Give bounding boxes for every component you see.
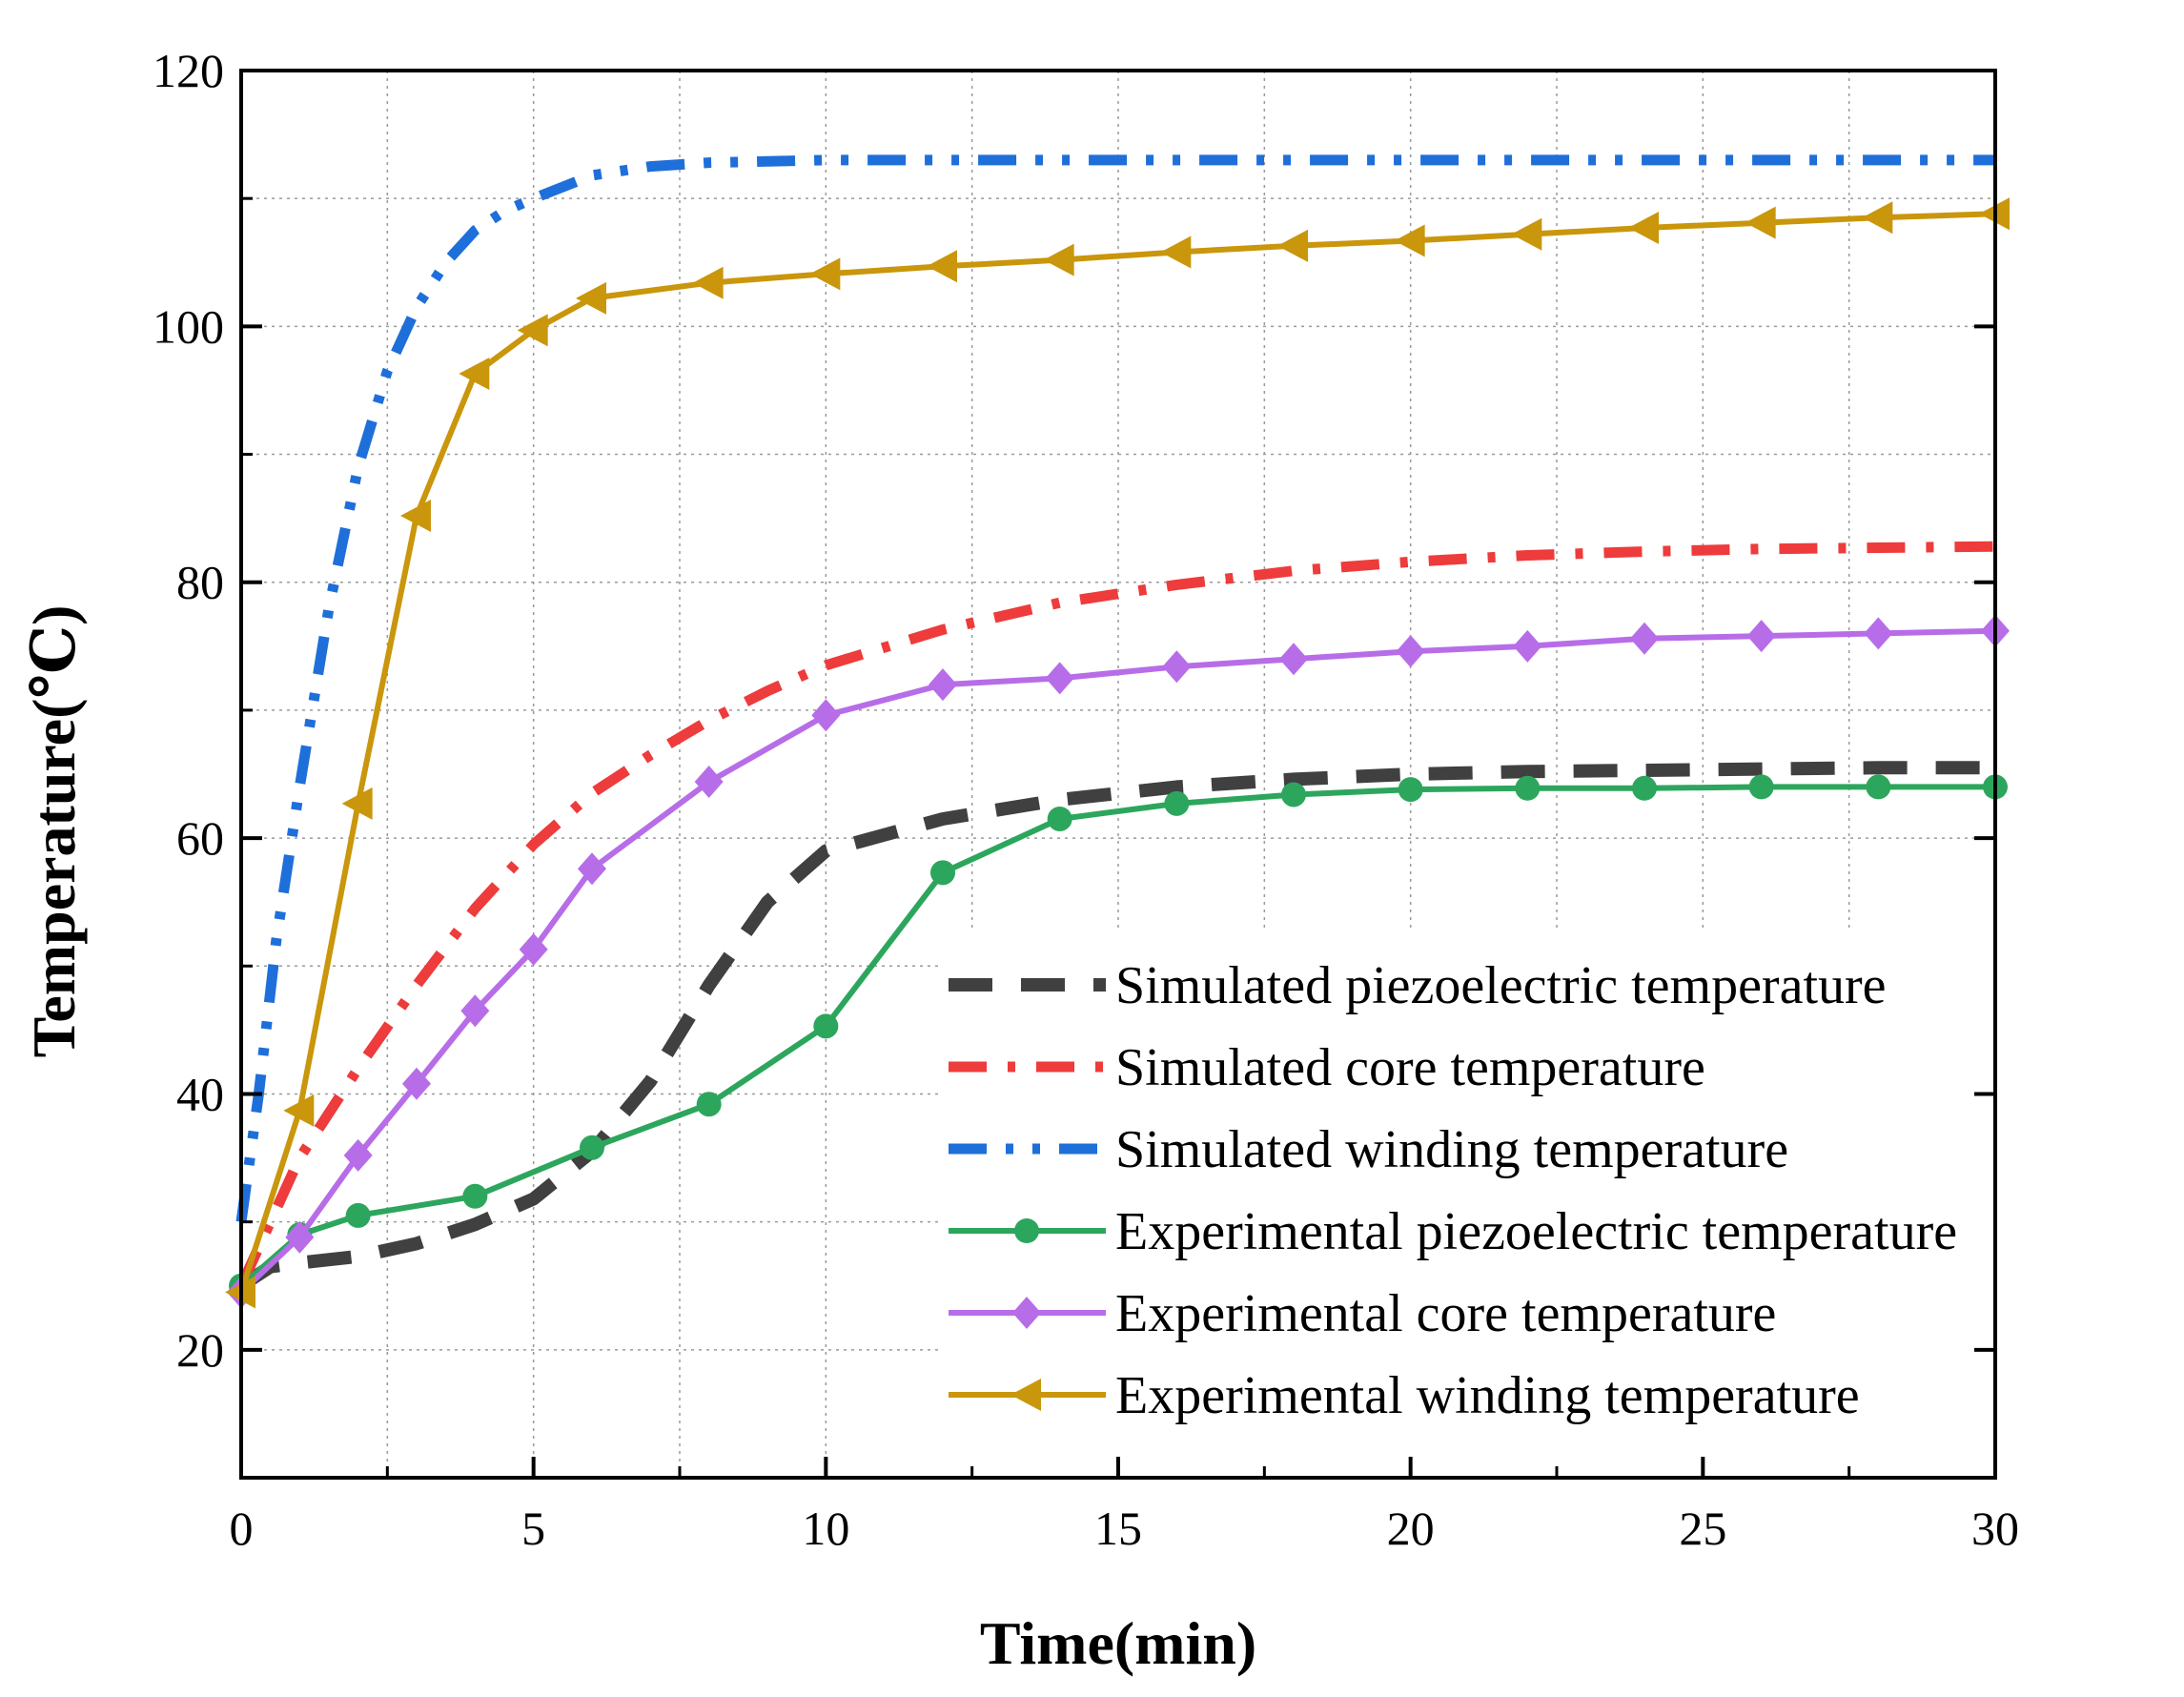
data-point	[1279, 643, 1308, 676]
data-point	[1630, 622, 1659, 655]
data-point	[1047, 806, 1072, 831]
data-point	[1164, 790, 1190, 816]
data-point	[809, 257, 841, 291]
x-tick-label: 5	[521, 1502, 545, 1555]
data-point	[402, 1067, 431, 1100]
legend-label: Experimental winding temperature	[1115, 1366, 1860, 1425]
y-tick-label: 20	[176, 1323, 224, 1377]
data-point	[283, 1094, 315, 1127]
data-point	[1398, 777, 1423, 803]
x-tick-label: 0	[230, 1502, 254, 1555]
data-point	[927, 250, 957, 283]
y-tick-label: 40	[176, 1067, 224, 1120]
series-1	[235, 541, 1996, 1288]
legend-item: Experimental core temperature	[949, 1284, 1776, 1343]
data-point	[1277, 229, 1308, 262]
data-point	[400, 499, 431, 532]
data-point	[1746, 620, 1776, 653]
x-tick-label: 25	[1679, 1502, 1726, 1555]
y-tick-label: 120	[153, 44, 224, 97]
legend-item: Simulated winding temperature	[949, 1120, 1788, 1179]
x-tick-label: 30	[1971, 1502, 2019, 1555]
data-point	[1748, 774, 1774, 800]
data-point	[1160, 235, 1192, 269]
legend-label: Simulated core temperature	[1115, 1038, 1705, 1097]
data-point	[930, 860, 955, 886]
data-point	[341, 787, 373, 820]
series-4	[227, 614, 2010, 1309]
data-point	[517, 314, 548, 347]
legend-marker	[1014, 1218, 1039, 1243]
data-point	[1628, 212, 1659, 245]
x-tick-label: 15	[1094, 1502, 1142, 1555]
data-point	[1394, 224, 1425, 257]
data-point	[1862, 201, 1893, 235]
data-point	[811, 699, 841, 732]
data-point	[1864, 617, 1893, 650]
legend-label: Experimental core temperature	[1115, 1284, 1776, 1343]
legend-item: Experimental winding temperature	[949, 1366, 1860, 1425]
data-point	[929, 668, 957, 702]
data-point	[459, 358, 490, 391]
data-point	[1513, 629, 1542, 663]
legend: Simulated piezoelectric temperature Simul…	[949, 956, 1957, 1425]
series-layer	[225, 154, 2010, 1309]
legend-item: Experimental piezoelectric temperature	[949, 1202, 1957, 1261]
series-line	[235, 541, 1996, 1288]
data-point	[694, 766, 724, 799]
series-2	[235, 154, 1995, 1223]
data-point	[1511, 217, 1542, 251]
data-point	[1866, 774, 1891, 800]
y-tick-label: 80	[176, 556, 224, 609]
legend-label: Simulated winding temperature	[1115, 1120, 1788, 1179]
series-line	[235, 154, 1995, 1223]
data-point	[813, 1013, 839, 1039]
data-point	[578, 852, 606, 886]
data-point	[1632, 775, 1657, 801]
y-tick-label: 60	[176, 811, 224, 865]
data-point	[462, 1183, 488, 1209]
legend-label: Simulated piezoelectric temperature	[1115, 956, 1887, 1015]
legend-background	[939, 932, 2174, 1476]
data-point	[1162, 650, 1192, 684]
data-point	[343, 1138, 373, 1172]
data-point	[1281, 782, 1306, 808]
data-point	[580, 1135, 604, 1160]
axis-ticks: 0 5 10 15 20 25 30 20 40 60 80 100 120	[153, 44, 2019, 1555]
data-point	[519, 932, 548, 966]
data-point	[460, 994, 490, 1028]
data-point	[1045, 662, 1074, 695]
x-tick-label: 20	[1387, 1502, 1435, 1555]
data-point	[1043, 243, 1074, 276]
data-point	[1396, 635, 1425, 668]
data-point	[696, 1092, 722, 1117]
y-axis-title: Temperature(℃)	[20, 605, 88, 1058]
data-point	[1515, 775, 1541, 801]
legend-item: Simulated piezoelectric temperature	[949, 956, 1887, 1015]
x-axis-title: Time(min)	[980, 1609, 1256, 1677]
series-line	[237, 761, 1995, 1292]
data-point	[692, 266, 724, 299]
data-point	[576, 281, 606, 315]
legend-label: Experimental piezoelectric temperature	[1115, 1202, 1957, 1261]
legend-item: Simulated core temperature	[949, 1038, 1705, 1097]
legend-marker	[1010, 1379, 1041, 1411]
data-point	[1745, 206, 1776, 239]
y-tick-label: 100	[153, 299, 224, 353]
x-tick-label: 10	[802, 1502, 849, 1555]
series-0	[237, 761, 1995, 1292]
legend-marker	[1012, 1297, 1041, 1329]
data-point	[345, 1202, 371, 1228]
data-point	[285, 1220, 315, 1254]
